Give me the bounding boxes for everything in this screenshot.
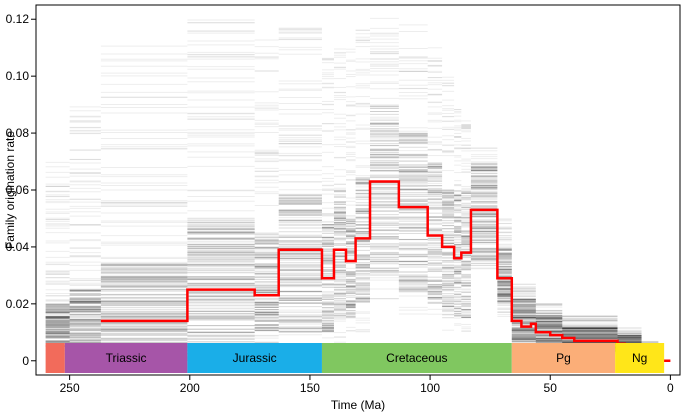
y-axis-title: Family origination rate <box>3 131 17 249</box>
y-tick-label: 0.12 <box>6 12 30 26</box>
y-tick-label: 0.10 <box>6 69 30 83</box>
y-axis: 0 0.02 0.04 0.06 0.08 0.10 0.12 <box>6 12 36 368</box>
x-axis-title: Time (Ma) <box>331 398 385 412</box>
period-label: Jurassic <box>233 351 277 365</box>
y-tick-label: 0.06 <box>6 183 30 197</box>
y-tick-label: 0.04 <box>6 240 30 254</box>
period-label: Ng <box>632 351 647 365</box>
period-segment <box>511 343 616 373</box>
period-segment <box>45 343 65 373</box>
y-tick-label: 0.08 <box>6 126 30 140</box>
posterior-density-layer <box>45 17 659 362</box>
x-tick-label: 50 <box>544 381 558 395</box>
period-segment <box>64 343 188 373</box>
geologic-period-bar: Triassic Jurassic Cretaceous Pg Ng <box>45 343 665 373</box>
period-label: Cretaceous <box>386 351 447 365</box>
x-tick-label: 200 <box>180 381 200 395</box>
y-tick-label: 0 <box>22 354 29 368</box>
period-label: Pg <box>556 351 571 365</box>
period-segment <box>187 343 322 373</box>
x-tick-label: 100 <box>420 381 440 395</box>
period-segment <box>321 343 512 373</box>
period-label: Triassic <box>106 351 147 365</box>
x-axis: 250 200 150 100 50 0 <box>60 375 674 395</box>
period-segment <box>615 343 665 373</box>
x-tick-label: 0 <box>667 381 674 395</box>
y-tick-label: 0.02 <box>6 297 30 311</box>
x-tick-label: 150 <box>300 381 320 395</box>
x-tick-label: 250 <box>60 381 80 395</box>
